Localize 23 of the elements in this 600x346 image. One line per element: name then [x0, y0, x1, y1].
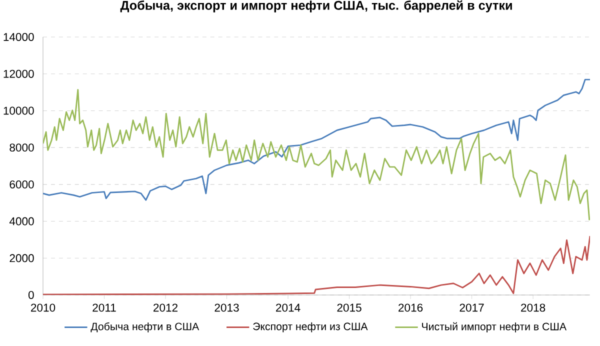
x-tick-label: 2013: [214, 304, 239, 312]
y-tick-label: 8000: [10, 144, 34, 152]
y-tick-label: 14000: [4, 33, 34, 41]
x-tick-label: 2017: [460, 304, 484, 312]
y-tick-label: 6000: [10, 180, 34, 188]
y-tick-label: 0: [28, 291, 34, 299]
x-tick-label: 2015: [337, 304, 362, 312]
x-tick-label: 2011: [92, 304, 116, 312]
line-series: [43, 88, 590, 221]
x-tick-label: 2012: [154, 304, 178, 312]
y-tick-label: 10000: [4, 106, 34, 115]
x-tick-label: 2016: [398, 304, 423, 312]
x-tick-label: 2014: [276, 304, 300, 312]
chart-title: Добыча, экспорт и импорт нефти США, тыс. баррелей в сутки: [120, 0, 512, 12]
x-tick-label: 2010: [31, 304, 56, 312]
legend-label: Экспорт нефти из США: [253, 322, 368, 332]
legend-label: Добыча нефти в США: [90, 322, 200, 332]
y-tick-label: 12000: [4, 70, 34, 78]
x-tick-label: 2018: [521, 304, 546, 312]
y-tick-label: 2000: [10, 254, 34, 262]
y-tick-label: 4000: [9, 217, 34, 226]
legend-label: Чистый импорт нефти в США: [422, 322, 567, 332]
line-series: [43, 78, 590, 201]
